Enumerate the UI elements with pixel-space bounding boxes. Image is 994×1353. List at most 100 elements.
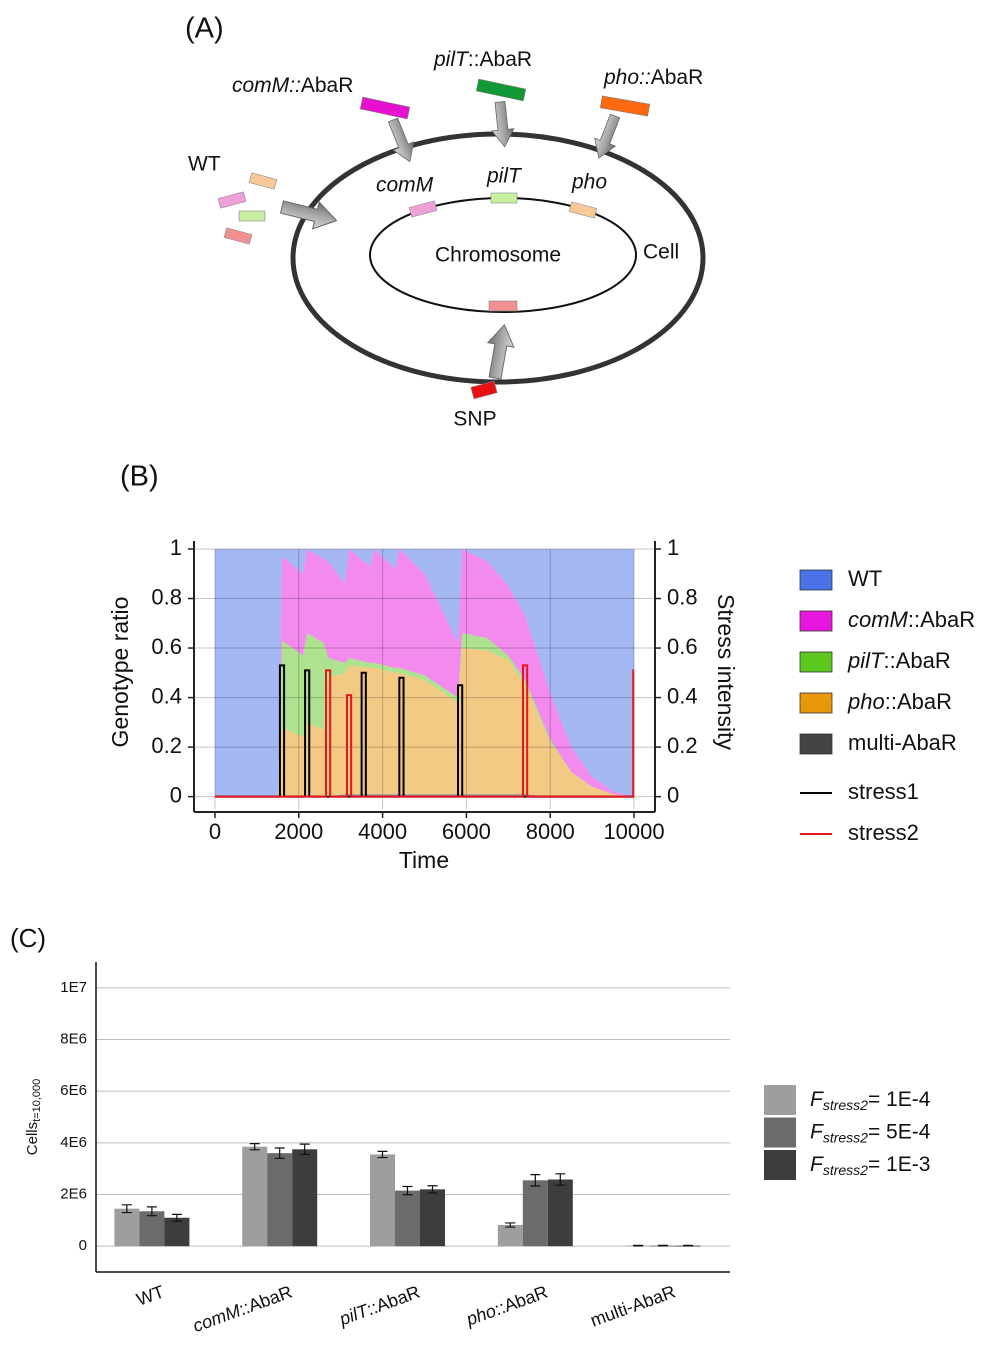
legend-value: = 1E-3 bbox=[868, 1153, 930, 1176]
y-tick-label: 1E7 bbox=[60, 979, 87, 996]
arrow bbox=[481, 322, 518, 381]
arrow bbox=[278, 193, 341, 235]
x-tick-label: 6000 bbox=[442, 819, 491, 844]
gene-name: comM:: bbox=[232, 74, 301, 97]
y-axis-title-sub: t=10,000 bbox=[31, 1079, 43, 1122]
legend-swatch bbox=[764, 1150, 796, 1180]
bar bbox=[242, 1146, 268, 1247]
locus bbox=[568, 201, 598, 219]
error-bar bbox=[121, 1204, 132, 1214]
error-bar bbox=[377, 1150, 388, 1159]
panel-label: (A) bbox=[185, 13, 224, 45]
error-bar bbox=[299, 1143, 310, 1156]
bar bbox=[370, 1154, 395, 1247]
error-bar bbox=[274, 1147, 285, 1159]
y-axis-title: Cellst=10,000 bbox=[24, 1079, 43, 1155]
bar bbox=[114, 1208, 140, 1247]
y-tick-label: 0.8 bbox=[151, 584, 182, 609]
bar bbox=[522, 1180, 548, 1247]
legend: WTcomM::AbaRpilT::AbaRpho::AbaRmulti-Aba… bbox=[799, 566, 975, 845]
y2-tick-label: 1 bbox=[667, 535, 679, 560]
y2-tick-label: 0.8 bbox=[667, 584, 698, 609]
y-tick-label: 0.4 bbox=[151, 683, 182, 708]
insert bbox=[470, 380, 498, 400]
error-bar bbox=[171, 1213, 182, 1222]
insert bbox=[475, 78, 527, 102]
marker: AbaR bbox=[301, 74, 354, 97]
panel-label: (C) bbox=[10, 923, 46, 953]
bar bbox=[547, 1179, 573, 1247]
snp-label: SNP bbox=[453, 408, 496, 431]
line bbox=[214, 664, 635, 798]
locus bbox=[490, 192, 518, 204]
arrow bbox=[382, 115, 421, 167]
area bbox=[214, 549, 635, 797]
error-bar bbox=[530, 1174, 541, 1187]
bar bbox=[139, 1211, 165, 1247]
bar bbox=[395, 1190, 420, 1247]
error-bar bbox=[249, 1143, 260, 1151]
marker: AbaR bbox=[651, 66, 704, 89]
legend-label: pho::AbaR bbox=[847, 689, 952, 714]
y2-tick-label: 0.6 bbox=[667, 634, 698, 659]
y-tick-label: 8E6 bbox=[60, 1030, 87, 1047]
legend-symbol: F bbox=[810, 1153, 824, 1176]
legend-label: multi-AbaR bbox=[848, 730, 957, 755]
y-tick-label: 0.2 bbox=[151, 733, 182, 758]
plot bbox=[194, 548, 655, 809]
insert bbox=[599, 95, 651, 117]
x-axis-title: Time bbox=[399, 847, 449, 873]
error-bar bbox=[555, 1173, 566, 1186]
legend-subscript: stress2 bbox=[823, 1162, 868, 1178]
x-tick-label: pho::AbaR bbox=[463, 1281, 551, 1329]
error-bar bbox=[683, 1244, 694, 1247]
locus bbox=[488, 300, 518, 312]
y2-tick-label: 0 bbox=[667, 782, 679, 807]
error-bar bbox=[402, 1185, 413, 1196]
bar bbox=[292, 1149, 318, 1247]
insert bbox=[217, 191, 247, 209]
chromosome-label: Chromosome bbox=[435, 244, 561, 267]
locus-label: comM bbox=[376, 174, 434, 197]
x-tick-label: multi-AbaR bbox=[588, 1281, 679, 1330]
marker: ::AbaR bbox=[468, 48, 532, 71]
arrow bbox=[488, 100, 517, 149]
insert bbox=[248, 172, 278, 190]
donor-label: pilT::AbaR bbox=[433, 48, 532, 71]
x-tick-label: pilT::AbaR bbox=[336, 1281, 423, 1329]
y-tick-label: 4E6 bbox=[60, 1134, 87, 1151]
legend-value: = 5E-4 bbox=[868, 1120, 931, 1143]
x-tick-label: WT bbox=[134, 1281, 167, 1309]
x-tick-label: 10000 bbox=[603, 819, 664, 844]
legend-label: Fstress2= 5E-4 bbox=[810, 1120, 931, 1145]
y-tick-label: 6E6 bbox=[60, 1082, 87, 1099]
legend-subscript: stress2 bbox=[823, 1129, 868, 1145]
legend-swatch bbox=[764, 1117, 796, 1148]
y-tick-label: 0 bbox=[170, 782, 182, 807]
area bbox=[214, 648, 635, 797]
locus-label: pilT bbox=[486, 165, 523, 188]
x-tick-label: 8000 bbox=[526, 819, 575, 844]
legend-label: stress1 bbox=[848, 779, 919, 804]
wt-label: WT bbox=[188, 153, 221, 176]
gene-name: pho:: bbox=[603, 66, 651, 89]
insert bbox=[238, 210, 266, 222]
line bbox=[214, 664, 635, 798]
donor-label: comM::AbaR bbox=[232, 74, 353, 97]
legend-label: stress2 bbox=[848, 820, 919, 845]
x-tick-label: 2000 bbox=[274, 819, 323, 844]
y-tick-label: 2E6 bbox=[60, 1185, 87, 1202]
cell-label: Cell bbox=[643, 241, 679, 264]
area bbox=[214, 633, 635, 797]
donor-label: pho::AbaR bbox=[603, 66, 703, 89]
locus bbox=[408, 200, 438, 218]
error-bar bbox=[658, 1244, 669, 1247]
gene-name: pilT bbox=[433, 48, 470, 71]
legend-symbol: F bbox=[810, 1120, 824, 1143]
area bbox=[214, 549, 635, 797]
y-tick-label: 1 bbox=[170, 535, 182, 560]
legend-label: WT bbox=[848, 566, 882, 591]
y-axis-title-main: Cells bbox=[24, 1122, 41, 1155]
